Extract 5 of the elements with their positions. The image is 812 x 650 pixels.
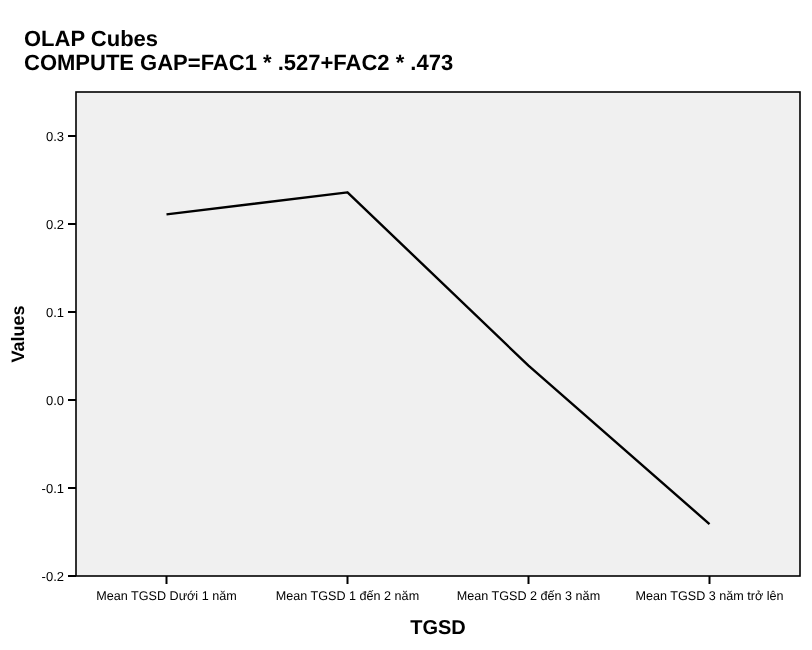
chart-title: OLAP Cubes [24,28,159,52]
line-series [165,191,711,526]
x-axis-title: TGSD [410,618,466,640]
y-axis-title: Values [8,305,28,363]
chart-subtitle: COMPUTE GAP=FAC1 * .527+FAC2 * .473 [24,52,454,76]
